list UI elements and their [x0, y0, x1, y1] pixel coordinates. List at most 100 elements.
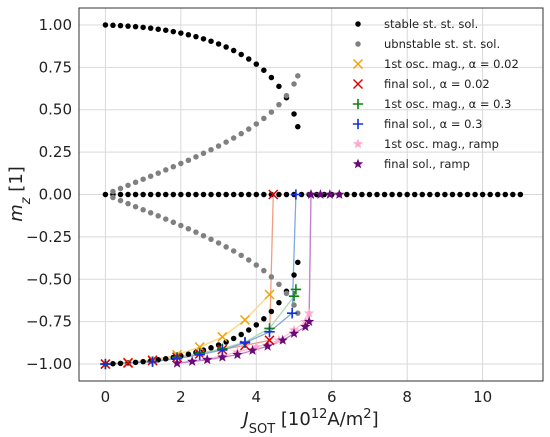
- data-point: [286, 308, 298, 319]
- data-point: [178, 222, 184, 229]
- legend-marker: [352, 78, 364, 90]
- data-point: [246, 327, 252, 333]
- data-point: [140, 24, 146, 31]
- data-point: [208, 38, 214, 44]
- legend-marker: [352, 158, 364, 169]
- data-point: [334, 189, 345, 199]
- data-point: [517, 191, 524, 198]
- data-point: [487, 191, 493, 198]
- data-point: [472, 191, 478, 198]
- data-point: [442, 191, 448, 198]
- data-point: [110, 360, 116, 367]
- data-point: [479, 191, 486, 198]
- data-point: [291, 272, 297, 278]
- data-point: [171, 357, 183, 368]
- data-point: [185, 32, 192, 38]
- legend: stable st. st. sol. ubnstable st. st. sol…: [352, 17, 519, 171]
- data-point: [276, 191, 282, 198]
- data-point: [246, 191, 252, 198]
- data-point: [457, 191, 463, 198]
- data-point: [264, 289, 275, 300]
- data-point: [238, 51, 244, 58]
- data-point: [298, 191, 305, 198]
- data-point: [132, 23, 139, 30]
- data-point: [155, 26, 161, 32]
- data-point: [276, 83, 282, 90]
- data-point: [223, 191, 229, 198]
- data-point: [261, 67, 267, 73]
- data-point: [268, 109, 275, 115]
- data-point: [170, 219, 177, 226]
- data-point: [202, 354, 213, 365]
- legend-marker: [352, 138, 364, 149]
- data-point: [193, 33, 199, 40]
- data-point: [223, 139, 229, 145]
- data-point: [283, 191, 290, 198]
- data-point: [147, 210, 154, 216]
- data-point: [268, 74, 275, 81]
- data-point: [147, 191, 154, 198]
- data-point: [261, 267, 267, 274]
- data-point: [464, 191, 471, 198]
- data-point: [155, 170, 161, 176]
- tick-labels: 0 2 4 6 8 10 1.00 0.75 0.50 0.25 0.00 −0.25 −0.50 −0.…: [26, 16, 492, 406]
- data-point: [246, 126, 252, 132]
- data-point: [291, 111, 297, 117]
- legend-label: 1st osc. mag., α = 0.3: [384, 97, 511, 111]
- data-point: [132, 179, 139, 186]
- data-point: [238, 331, 244, 338]
- data-point: [239, 337, 251, 349]
- data-point: [102, 22, 109, 28]
- data-point: [264, 326, 275, 338]
- data-point: [110, 22, 116, 29]
- data-point: [366, 191, 373, 198]
- data-point: [253, 262, 260, 268]
- plot-frame: [78, 7, 544, 382]
- data-point: [100, 358, 111, 370]
- legend-label: final sol., α = 0.02: [384, 77, 490, 91]
- data-point: [351, 191, 358, 198]
- data-point: [253, 121, 260, 127]
- data-point: [132, 359, 139, 366]
- data-point: [223, 44, 229, 50]
- y-tick-label: 0.25: [39, 143, 72, 161]
- data-point: [117, 22, 124, 29]
- data-point: [215, 41, 222, 47]
- data-point: [273, 334, 285, 345]
- legend-label: stable st. st. sol.: [384, 17, 478, 31]
- data-point: [291, 302, 297, 308]
- data-point: [261, 316, 267, 322]
- data-point: [163, 356, 169, 362]
- data-point: [277, 334, 288, 345]
- data-point: [262, 340, 273, 351]
- data-point: [155, 191, 161, 198]
- data-point: [251, 341, 262, 352]
- data-point: [288, 328, 300, 338]
- data-point: [125, 200, 131, 207]
- legend-label: 1st osc. mag., ramp: [384, 137, 499, 151]
- data-point: [494, 191, 501, 198]
- data-point: [268, 308, 275, 315]
- y-tick-label: −0.50: [26, 270, 72, 288]
- data-point: [300, 321, 311, 332]
- data-point: [200, 150, 207, 157]
- data-point: [295, 310, 301, 316]
- data-point: [140, 191, 146, 198]
- data-point: [303, 316, 315, 327]
- data-point: [238, 130, 244, 137]
- data-point: [200, 191, 207, 198]
- data-point: [223, 244, 229, 250]
- data-point: [140, 176, 146, 182]
- data-point: [246, 257, 252, 263]
- data-point: [238, 191, 244, 198]
- data-point: [215, 240, 222, 246]
- data-point: [268, 189, 279, 200]
- legend-label: final sol., ramp: [384, 157, 470, 171]
- data-points: [100, 22, 524, 370]
- data-point: [117, 360, 124, 367]
- data-point: [315, 189, 326, 199]
- data-point: [208, 345, 214, 351]
- data-point: [295, 123, 301, 130]
- data-point: [217, 351, 228, 362]
- data-point: [155, 213, 161, 219]
